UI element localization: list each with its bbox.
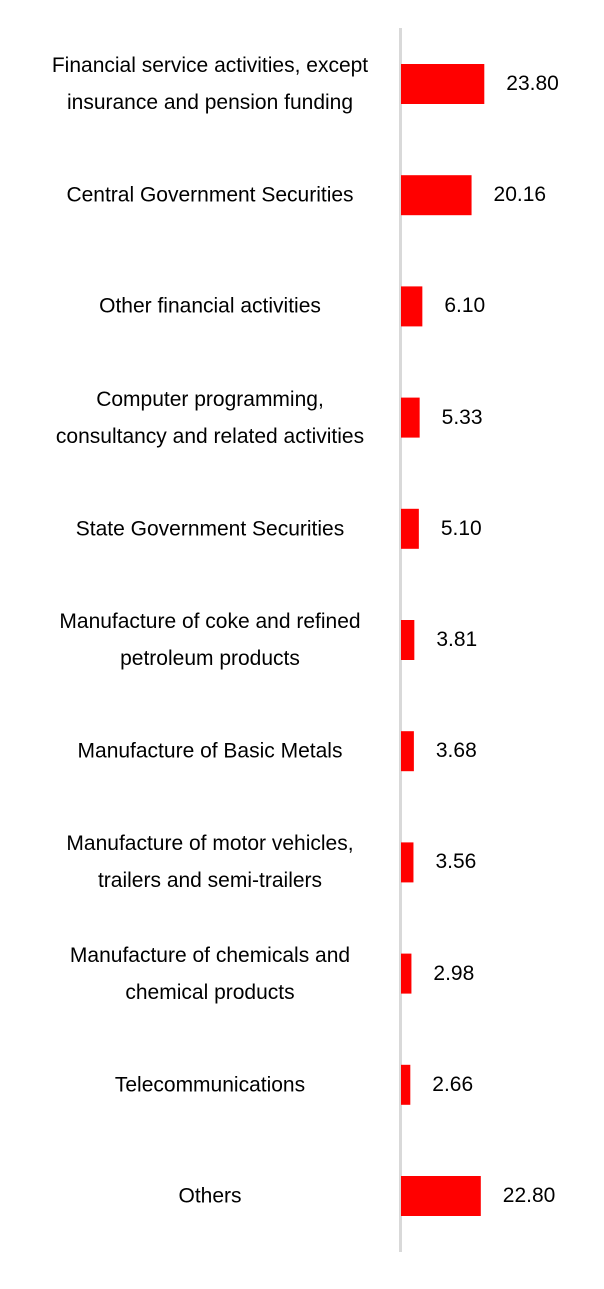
category-label: Manufacture of Basic Metals [77,739,343,763]
category-label: Other financial activities [99,294,321,318]
bar [401,286,423,327]
data-label: 23.80 [506,72,559,95]
category-label: Telecommunications [114,1073,306,1097]
data-label: 3.56 [435,850,477,874]
category-label: Computer programming, consultancy and re… [55,387,365,448]
data-label: 3.68 [435,739,477,763]
data-label: 2.66 [432,1072,474,1096]
data-label: 20.16 [493,183,547,207]
category-label: Manufacture of chemicals and chemical pr… [69,943,351,1004]
bar [401,731,414,772]
bar [401,508,419,549]
bar [401,620,415,660]
bar [401,175,472,216]
bar [401,1064,411,1105]
category-label: Manufacture of coke and refined petroleu… [59,610,361,670]
bar [401,1176,481,1216]
data-label: 22.80 [502,1184,556,1207]
data-label: 5.33 [441,405,483,429]
category-label: Central Government Securities [66,183,354,207]
category-label: Others [178,1184,242,1208]
category-label: Manufacture of motor vehicles, trailers … [66,832,354,893]
bar [401,953,412,994]
data-label: 5.10 [440,516,482,540]
data-label: 2.98 [433,961,475,985]
category-label: Financial service activities, except ins… [51,54,369,114]
data-label: 6.10 [444,294,486,318]
bar [401,397,420,438]
bar [401,842,414,883]
category-label: State Government Securities [75,517,345,541]
bar [401,64,485,104]
data-label: 3.81 [436,628,478,651]
